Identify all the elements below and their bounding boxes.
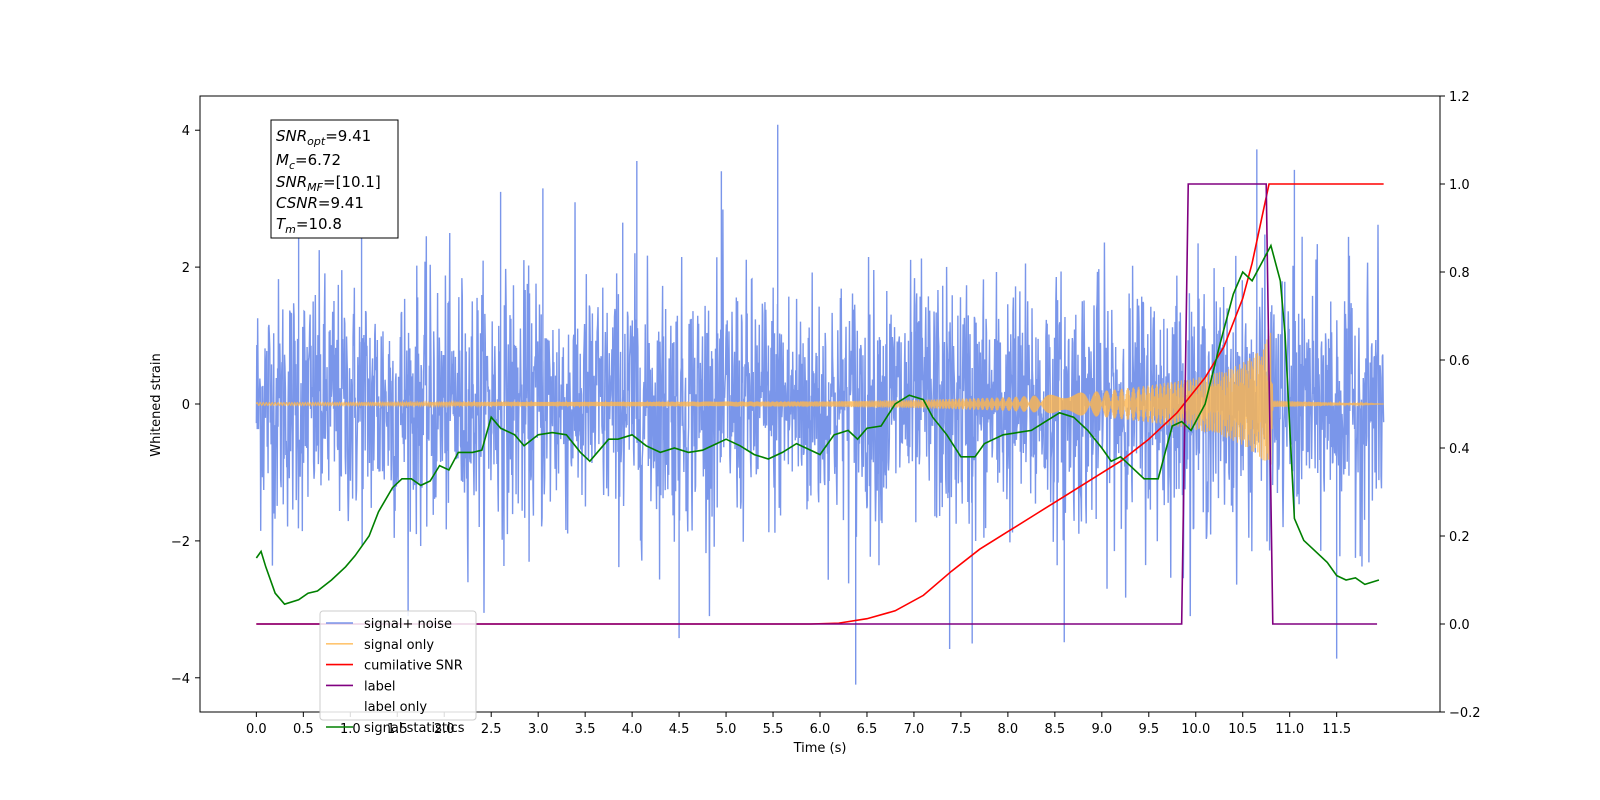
y2-tick-label: 0.2 (1449, 530, 1470, 545)
x-tick-label: 10.5 (1228, 722, 1257, 737)
x-tick-label: 7.0 (904, 722, 925, 737)
x-tick-label: 9.0 (1091, 722, 1112, 737)
y-tick-label: −2 (171, 535, 190, 550)
y2-tick-label: −0.2 (1449, 706, 1481, 721)
annotation-box: SNRopt=9.41 Mc=6.72 SNRMF=[10.1] CSNR=9.… (270, 119, 399, 239)
x-tick-label: 7.5 (951, 722, 972, 737)
x-tick-label: 9.5 (1138, 722, 1159, 737)
annotation-frame (270, 119, 399, 239)
x-tick-label: 2.0 (434, 722, 455, 737)
legend-label: cumilative SNR (364, 659, 463, 674)
series-signal-only-line (255, 332, 1384, 465)
x-tick-label: 4.5 (669, 722, 690, 737)
y2-tick-label: 0.6 (1449, 354, 1470, 369)
x-tick-label: 1.5 (387, 722, 408, 737)
legend-frame (319, 610, 477, 721)
x-axis-label: Time (s) (793, 741, 847, 756)
y-tick-label: 0 (182, 398, 190, 413)
x-tick-label: 5.0 (716, 722, 737, 737)
legend-label: label (364, 679, 395, 694)
x-tick-label: 11.0 (1275, 722, 1304, 737)
x-tick-label: 0.0 (246, 722, 267, 737)
y2-tick-label: 1.0 (1449, 178, 1470, 193)
x-tick-label: 6.5 (857, 722, 878, 737)
x-tick-label: 8.0 (998, 722, 1019, 737)
y-axis-label: Whitened strain (149, 353, 164, 456)
x-tick-label: 3.5 (575, 722, 596, 737)
annotation-mc: Mc=6.72 (276, 151, 341, 172)
legend-label: signal+ noise (364, 617, 452, 632)
x-tick-label: 6.0 (810, 722, 831, 737)
series-signal-statistics-line (255, 243, 1380, 606)
series-layer (255, 124, 1385, 685)
y-tick-label: −4 (171, 672, 190, 687)
annotation-snr-opt: SNRopt=9.41 (276, 127, 371, 148)
x-tick-label: 5.5 (763, 722, 784, 737)
series-signal-noise-line (255, 124, 1385, 685)
series-label-line (256, 183, 1378, 625)
x-tick-label: 1.0 (340, 722, 361, 737)
legend-label: label only (364, 700, 427, 715)
x-tick-label: 8.5 (1045, 722, 1066, 737)
y2-tick-label: 1.2 (1449, 90, 1470, 105)
legend-label: signal only (364, 638, 434, 653)
y-tick-label: 4 (182, 124, 190, 139)
legend: signal+ noise signal only cumilative SNR la… (319, 610, 477, 736)
y2-tick-label: 0.0 (1449, 618, 1470, 633)
x-tick-label: 10.0 (1181, 722, 1210, 737)
y2-tick-label: 0.4 (1449, 442, 1470, 457)
annotation-tm: Tm=10.8 (276, 215, 342, 236)
annotation-snr-mf: SNRMF=[10.1] (276, 173, 381, 194)
x-axis: 0.0 0.5 1.0 1.5 2.0 2.5 3.0 3.5 4.0 4.5 5.0 5.5 6.0 6… (246, 712, 1351, 737)
x-tick-label: 3.0 (528, 722, 549, 737)
y-axis-left: 4 2 0 −2 −4 (171, 124, 200, 687)
annotation-csnr: CSNR=9.41 (276, 194, 364, 212)
x-tick-label: 11.5 (1322, 722, 1351, 737)
series-cumulative-snr-line (256, 183, 1384, 625)
y-axis-right: 1.2 1.0 0.8 0.6 0.4 0.2 0.0 −0.2 (1440, 90, 1481, 721)
x-tick-label: 4.0 (622, 722, 643, 737)
legend-label: signal statistics (364, 721, 465, 736)
x-tick-label: 2.5 (481, 722, 502, 737)
x-tick-label: 0.5 (293, 722, 314, 737)
y-tick-label: 2 (182, 261, 190, 276)
y2-tick-label: 0.8 (1449, 266, 1470, 281)
